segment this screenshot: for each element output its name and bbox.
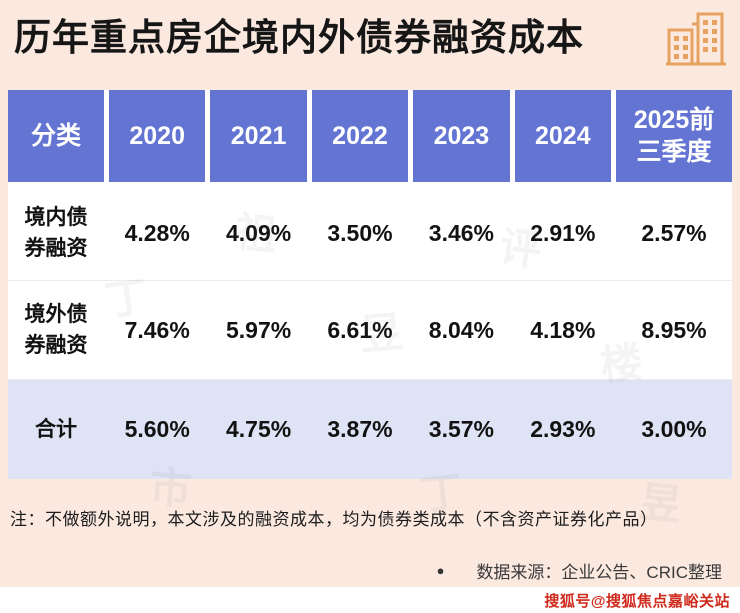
table-row-overseas-bond: 境外债券融资 7.46% 5.97% 6.61% 8.04% 4.18% 8.9… <box>8 281 732 381</box>
bullet-icon: ● <box>436 563 445 579</box>
cell-overseas-2023: 8.04% <box>428 316 494 343</box>
col-header-2021: 2021 <box>210 90 307 183</box>
table-header-row: 分类 2020 2021 2022 2023 2024 2025前三季度 <box>8 90 732 183</box>
cell-total-2025q3: 3.00% <box>641 416 707 443</box>
source-row: ● 数据来源：企业公告、CRIC整理 <box>18 558 722 583</box>
row-label-total: 合计 <box>35 417 77 441</box>
cell-domestic-2024: 2.91% <box>530 219 596 246</box>
cell-total-2023: 3.57% <box>428 416 494 443</box>
table-row-total: 合计 5.60% 4.75% 3.87% 3.57% 2.93% 3.00% <box>8 380 732 480</box>
page-title: 历年重点房企境内外债券融资成本 <box>14 17 584 58</box>
col-header-2025q3: 2025前三季度 <box>616 90 732 183</box>
cell-overseas-2022: 6.61% <box>327 316 393 343</box>
cell-total-2020: 5.60% <box>124 416 190 443</box>
cell-overseas-2020: 7.46% <box>124 316 190 343</box>
building-icon <box>666 12 726 66</box>
cell-domestic-2021: 4.09% <box>225 219 292 246</box>
cell-overseas-2021: 5.97% <box>225 316 292 343</box>
header-area: 历年重点房企境内外债券融资成本 <box>0 0 740 66</box>
col-header-2025q3-label: 2025前三季度 <box>633 105 715 167</box>
cell-domestic-2025q3: 2.57% <box>641 219 707 246</box>
cell-overseas-2025q3: 8.95% <box>641 316 707 343</box>
financing-cost-table: 分类 2020 2021 2022 2023 2024 2025前三季度 境内债… <box>8 90 732 480</box>
cell-domestic-2022: 3.50% <box>327 219 393 246</box>
cell-total-2021: 4.75% <box>225 416 292 443</box>
col-header-2020: 2020 <box>109 90 206 183</box>
cell-domestic-2020: 4.28% <box>124 219 190 246</box>
cell-total-2022: 3.87% <box>327 416 393 443</box>
col-header-2022: 2022 <box>311 90 409 183</box>
row-label-overseas: 境外债券融资 <box>24 302 88 358</box>
data-source: 数据来源：企业公告、CRIC整理 <box>476 563 722 583</box>
table-row-domestic-bond: 境内债券融资 4.28% 4.09% 3.50% 3.46% 2.91% 2.5… <box>8 182 732 282</box>
col-header-category: 分类 <box>8 90 104 183</box>
footnote: 注：不做额外说明，本文涉及的融资成本，均为债券类成本（不含资产证券化产品） <box>10 510 658 530</box>
cell-domestic-2023: 3.46% <box>428 219 494 246</box>
cell-overseas-2024: 4.18% <box>530 316 596 343</box>
row-label-domestic: 境内债券融资 <box>24 205 88 261</box>
col-header-2024: 2024 <box>514 90 611 183</box>
col-header-2023: 2023 <box>413 90 510 183</box>
footer-watermark: 搜狐号@搜狐焦点嘉峪关站 <box>544 592 730 610</box>
cell-total-2024: 2.93% <box>530 416 596 443</box>
footer-bar: 搜狐号@搜狐焦点嘉峪关站 <box>0 587 740 613</box>
